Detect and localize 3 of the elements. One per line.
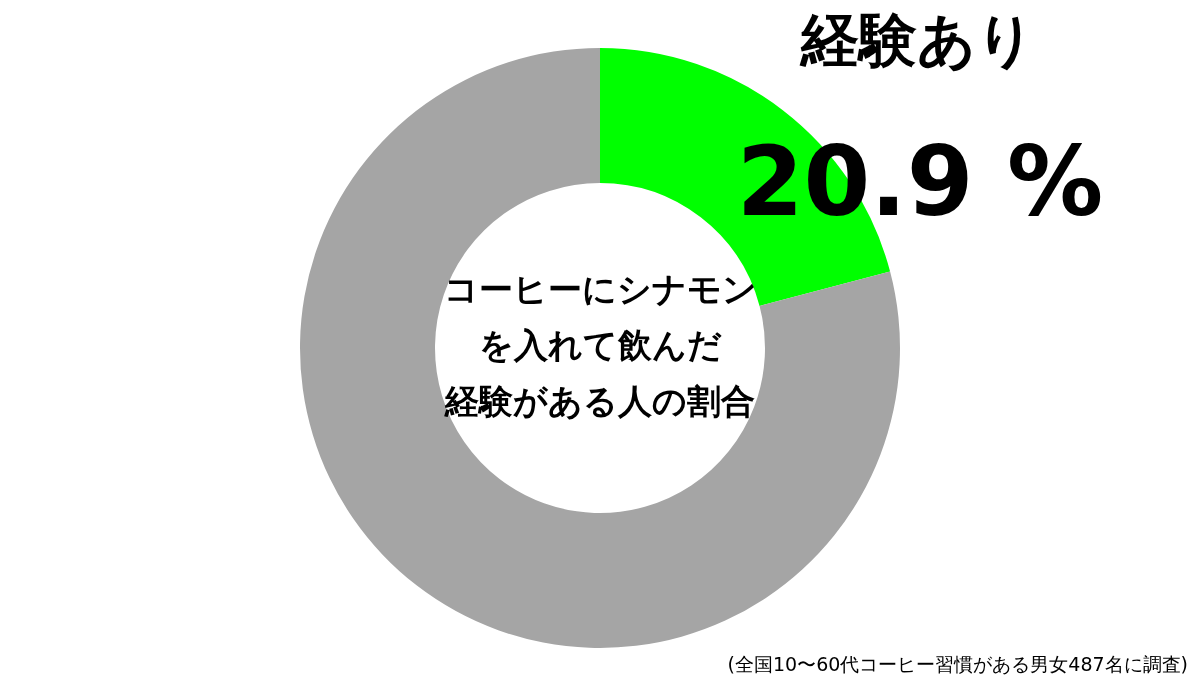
text: コーヒーにシナモンを入れて飲んだ経験がある人の割合 — [443, 268, 757, 421]
text: (全国10〜60代コーヒー習慣がある男女487名に調査) — [727, 652, 1188, 675]
slice-label: 経験あり — [799, 6, 1035, 75]
